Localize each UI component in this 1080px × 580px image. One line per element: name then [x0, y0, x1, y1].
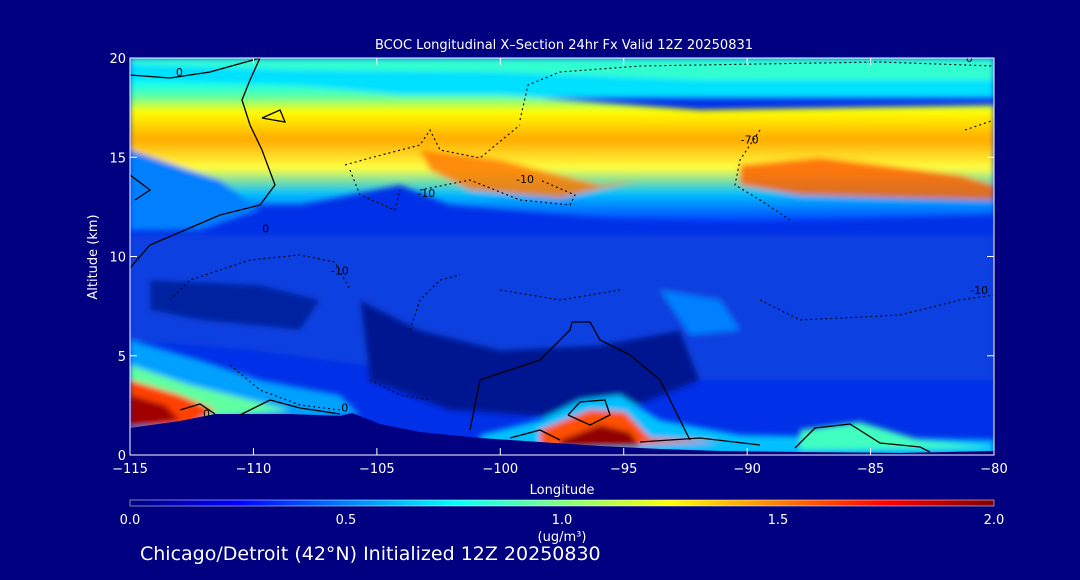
contour-lines-dotted — [169, 61, 994, 411]
y-axis-label: Altitude (km) — [86, 214, 101, 299]
colorbar-tick-label: 1.5 — [768, 513, 789, 528]
x-axis: −115 −110 −105 −100 −95 −90 −85 −80 — [112, 58, 1008, 477]
x-tick-label: −105 — [359, 462, 395, 477]
contour-line — [179, 403, 216, 415]
contour-label: 0 — [176, 66, 183, 79]
field-upper-cyan-2 — [130, 58, 994, 80]
contour-line — [169, 254, 351, 301]
subtitle: Chicago/Detroit (42°N) Initialized 12Z 2… — [140, 543, 601, 565]
field-mid-light-patch — [660, 290, 740, 335]
contour-label: -10 — [516, 173, 534, 186]
x-tick-label: −85 — [857, 462, 884, 477]
contour-line — [239, 399, 341, 416]
contour-line — [130, 58, 261, 79]
concentration-field — [130, 58, 994, 455]
field-mid-blue — [130, 235, 994, 380]
chart-title: BCOC Longitudinal X–Section 24hr Fx Vali… — [375, 38, 753, 53]
field-mid-dark-left — [150, 280, 320, 330]
contour-label: 0 — [262, 223, 269, 236]
contour-line — [519, 61, 994, 121]
y-tick-label: 15 — [109, 151, 126, 166]
colorbar-gradient — [130, 500, 994, 506]
colorbar-ticks: 0.0 0.5 1.0 1.5 2.0 — [120, 513, 1005, 528]
contour-line — [349, 169, 401, 211]
y-tick-label: 20 — [109, 52, 126, 67]
contour-label: -10 — [331, 264, 349, 277]
y-axis: 0 5 10 15 20 — [109, 52, 994, 464]
x-tick-label: −95 — [610, 462, 637, 477]
field-band-core-2 — [740, 158, 994, 200]
x-tick-label: −100 — [482, 462, 518, 477]
contour-line — [964, 119, 994, 131]
x-tick-label: −110 — [236, 462, 272, 477]
contour-line — [344, 124, 521, 166]
contour-line — [130, 174, 152, 201]
contour-label: 0 — [966, 52, 973, 65]
colorbar-tick-label: 2.0 — [984, 513, 1005, 528]
contour-line — [369, 379, 431, 401]
contour-label: -10 — [970, 284, 988, 297]
contour-labels: 0 0 -10 -10 -10 -70 0 0 0 -10 — [176, 52, 988, 420]
contour-lines-solid — [130, 58, 931, 453]
contour-label: -10 — [417, 187, 435, 200]
x-axis-label: Longitude — [530, 483, 595, 498]
colorbar-frame — [129, 499, 995, 507]
contour-label: -70 — [741, 133, 759, 146]
contour-line — [130, 58, 276, 269]
contour-line — [734, 129, 791, 221]
x-tick-label: −90 — [733, 462, 760, 477]
contour-line — [229, 364, 341, 411]
contour-line — [409, 274, 461, 331]
y-tick-label: 5 — [118, 350, 126, 365]
contour-line — [261, 109, 287, 123]
terrain-mask — [130, 413, 994, 455]
field-mid-dark — [360, 300, 700, 420]
y-tick-label: 0 — [118, 449, 126, 464]
contour-line — [639, 437, 761, 446]
colorbar-tick-label: 0.0 — [120, 513, 141, 528]
contour-line — [567, 399, 611, 426]
y-tick-label: 10 — [109, 251, 126, 266]
contour-line — [499, 289, 621, 301]
colorbar-tick-label: 0.5 — [336, 513, 357, 528]
contour-label: 0 — [341, 401, 348, 414]
contour-line — [794, 423, 931, 453]
plot-area: 0 0 -10 -10 -10 -70 0 0 0 -10 — [130, 52, 994, 455]
contour-line — [509, 429, 561, 441]
field-lower-east-darkred — [560, 425, 640, 448]
contour-label: 0 — [203, 407, 210, 420]
contour-line — [469, 321, 691, 441]
x-tick-label: −115 — [112, 462, 148, 477]
colorbar-unit-label: (ug/m³) — [538, 530, 587, 545]
field-band-core-1 — [420, 150, 640, 198]
x-tick-label: −80 — [980, 462, 1007, 477]
field-left-shoulder — [130, 150, 260, 230]
colorbar: 0.0 0.5 1.0 1.5 2.0 (ug/m³) — [120, 499, 1005, 545]
field-lower-west-darkred — [130, 395, 180, 428]
field-lower-east-green — [800, 422, 994, 450]
colorbar-tick-label: 1.0 — [552, 513, 573, 528]
